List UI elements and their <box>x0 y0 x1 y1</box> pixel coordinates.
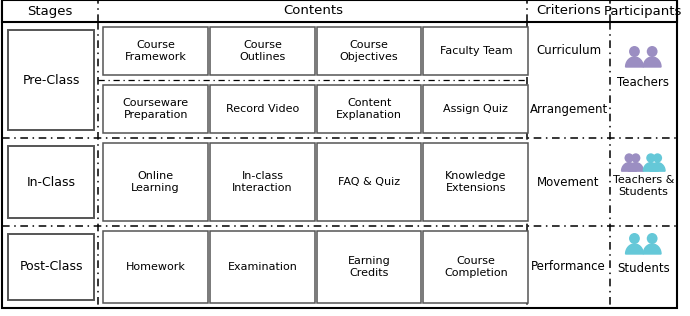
Text: Teachers: Teachers <box>618 76 669 88</box>
Circle shape <box>629 233 640 244</box>
Text: Stages: Stages <box>28 4 73 17</box>
Bar <box>210 27 315 75</box>
Bar <box>424 27 529 75</box>
Circle shape <box>653 153 662 163</box>
Polygon shape <box>643 244 661 254</box>
Text: Performance: Performance <box>531 260 606 274</box>
Text: Course
Outlines: Course Outlines <box>239 40 286 62</box>
Polygon shape <box>626 244 643 254</box>
Bar <box>104 143 208 221</box>
Text: Course
Objectives: Course Objectives <box>339 40 398 62</box>
Text: Criterions: Criterions <box>536 4 601 17</box>
Bar <box>104 231 208 303</box>
Bar <box>104 85 208 133</box>
Text: Online
Learning: Online Learning <box>131 171 180 193</box>
Text: Arrangement: Arrangement <box>529 102 608 116</box>
Text: Content
Explanation: Content Explanation <box>336 98 402 120</box>
Text: Faculty Team: Faculty Team <box>440 46 512 56</box>
Polygon shape <box>629 163 643 171</box>
Bar <box>8 30 95 130</box>
Text: Curriculum: Curriculum <box>536 45 601 58</box>
Text: Course
Framework: Course Framework <box>125 40 186 62</box>
Text: Pre-Class: Pre-Class <box>23 74 80 87</box>
Text: Participants: Participants <box>604 4 682 17</box>
Text: Students: Students <box>617 263 670 276</box>
Text: In-Class: In-Class <box>27 175 76 189</box>
Bar <box>317 231 422 303</box>
Bar <box>210 143 315 221</box>
Circle shape <box>629 46 640 57</box>
Circle shape <box>647 233 658 244</box>
Text: Course
Completion: Course Completion <box>444 256 508 278</box>
Bar <box>8 234 95 300</box>
Circle shape <box>631 153 640 163</box>
Text: Homework: Homework <box>126 262 186 272</box>
Bar <box>8 146 95 218</box>
Polygon shape <box>643 163 658 171</box>
Polygon shape <box>626 57 643 67</box>
Text: Teachers &
Students: Teachers & Students <box>613 175 674 197</box>
Text: In-class
Interaction: In-class Interaction <box>232 171 293 193</box>
Polygon shape <box>622 163 637 171</box>
Text: Earning
Credits: Earning Credits <box>348 256 391 278</box>
Polygon shape <box>643 57 661 67</box>
Bar <box>424 231 529 303</box>
Circle shape <box>647 46 658 57</box>
Text: Assign Quiz: Assign Quiz <box>444 104 509 114</box>
Text: Post-Class: Post-Class <box>19 260 83 274</box>
Text: Record Video: Record Video <box>226 104 299 114</box>
Bar <box>2 0 677 22</box>
Bar <box>210 85 315 133</box>
Bar <box>317 143 422 221</box>
Circle shape <box>647 153 656 163</box>
Text: Examination: Examination <box>228 262 297 272</box>
Polygon shape <box>650 163 665 171</box>
Text: Movement: Movement <box>538 175 600 189</box>
Text: Knowledge
Extensions: Knowledge Extensions <box>445 171 506 193</box>
Text: Contents: Contents <box>283 4 343 17</box>
Bar <box>210 231 315 303</box>
Bar <box>424 85 529 133</box>
Bar <box>317 27 422 75</box>
Bar <box>104 27 208 75</box>
Text: FAQ & Quiz: FAQ & Quiz <box>338 177 400 187</box>
Text: Courseware
Preparation: Courseware Preparation <box>123 98 189 120</box>
Bar <box>424 143 529 221</box>
Bar <box>317 85 422 133</box>
Circle shape <box>624 153 633 163</box>
